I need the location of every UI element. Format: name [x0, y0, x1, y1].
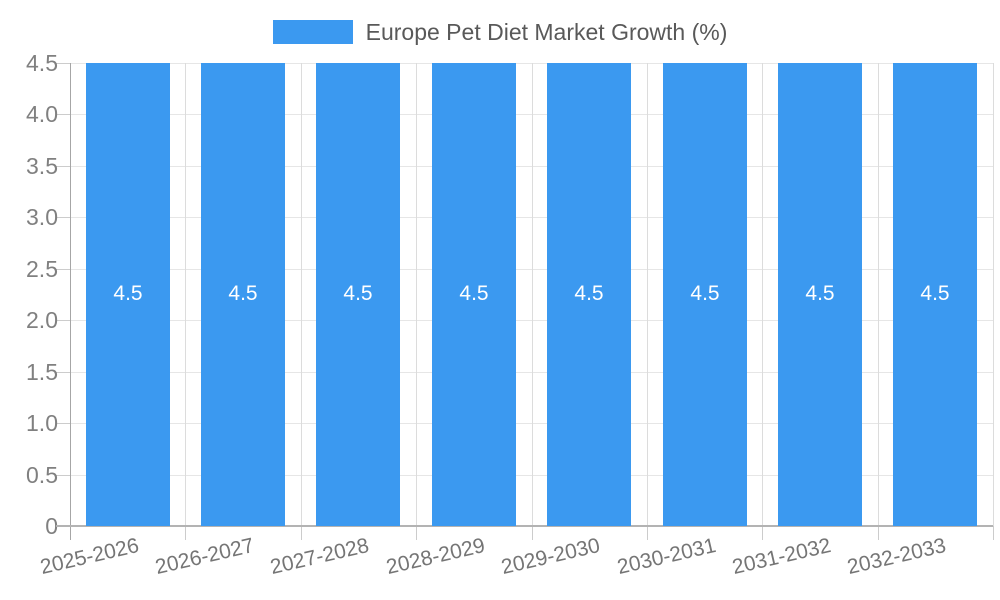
- x-axis-tick: [878, 526, 879, 540]
- x-axis-tick: [301, 526, 302, 540]
- bar-value-label: 4.5: [228, 282, 258, 305]
- x-axis-tick: [647, 526, 648, 540]
- gridline-horizontal: [70, 423, 993, 424]
- y-axis-tick-label: 3.0: [26, 204, 58, 230]
- y-axis-tick: [56, 217, 70, 218]
- gridline-horizontal: [70, 475, 993, 476]
- y-axis-tick-label: 1.0: [26, 410, 58, 436]
- gridline-vertical: [762, 63, 763, 526]
- chart-legend[interactable]: Europe Pet Diet Market Growth (%): [0, 18, 1000, 46]
- bar[interactable]: 4.5: [663, 63, 747, 526]
- bar-value-label: 4.5: [113, 282, 143, 305]
- gridline-horizontal: [70, 166, 993, 167]
- gridline-horizontal: [70, 217, 993, 218]
- y-axis-tick-label: 4.0: [26, 101, 58, 127]
- y-axis-tick-label: 4.5: [26, 50, 58, 76]
- bar[interactable]: 4.5: [547, 63, 631, 526]
- y-axis-tick: [56, 114, 70, 115]
- y-axis-tick: [56, 63, 70, 64]
- gridline-vertical: [416, 63, 417, 526]
- y-axis-tick-label: 2.0: [26, 307, 58, 333]
- y-axis-tick: [56, 475, 70, 476]
- gridline-horizontal: [70, 320, 993, 321]
- bar[interactable]: 4.5: [893, 63, 977, 526]
- x-axis-line: [56, 525, 993, 527]
- bar[interactable]: 4.5: [432, 63, 516, 526]
- bar[interactable]: 4.5: [316, 63, 400, 526]
- gridline-vertical: [532, 63, 533, 526]
- y-axis-tick: [56, 166, 70, 167]
- x-axis-tick: [185, 526, 186, 540]
- bar-value-label: 4.5: [920, 282, 950, 305]
- y-axis-tick: [56, 320, 70, 321]
- bar[interactable]: 4.5: [778, 63, 862, 526]
- bar[interactable]: 4.5: [86, 63, 170, 526]
- bar-value-label: 4.5: [574, 282, 604, 305]
- gridline-horizontal: [70, 372, 993, 373]
- bar-value-label: 4.5: [343, 282, 373, 305]
- y-axis-tick: [56, 372, 70, 373]
- y-axis-tick-label: 0.5: [26, 462, 58, 488]
- y-axis-tick: [56, 269, 70, 270]
- x-axis-tick: [993, 526, 994, 540]
- gridline-vertical: [878, 63, 879, 526]
- y-axis-tick-label: 1.5: [26, 359, 58, 385]
- y-axis-tick-label: 0: [45, 513, 58, 539]
- bar-value-label: 4.5: [459, 282, 489, 305]
- gridline-vertical: [647, 63, 648, 526]
- bar-value-label: 4.5: [805, 282, 835, 305]
- legend-swatch[interactable]: [272, 20, 353, 44]
- y-axis-tick: [56, 423, 70, 424]
- y-axis-line: [70, 63, 71, 540]
- bar-value-label: 4.5: [690, 282, 720, 305]
- x-axis-tick: [416, 526, 417, 540]
- gridline-horizontal: [70, 114, 993, 115]
- gridline-horizontal: [70, 63, 993, 64]
- gridline-horizontal: [70, 269, 993, 270]
- gridline-vertical: [993, 63, 994, 526]
- y-axis-tick-label: 2.5: [26, 256, 58, 282]
- gridline-vertical: [185, 63, 186, 526]
- x-axis-tick: [532, 526, 533, 540]
- bar[interactable]: 4.5: [201, 63, 285, 526]
- x-axis-tick: [762, 526, 763, 540]
- legend-label[interactable]: Europe Pet Diet Market Growth (%): [365, 19, 728, 45]
- y-axis-tick-label: 3.5: [26, 153, 58, 179]
- gridline-vertical: [301, 63, 302, 526]
